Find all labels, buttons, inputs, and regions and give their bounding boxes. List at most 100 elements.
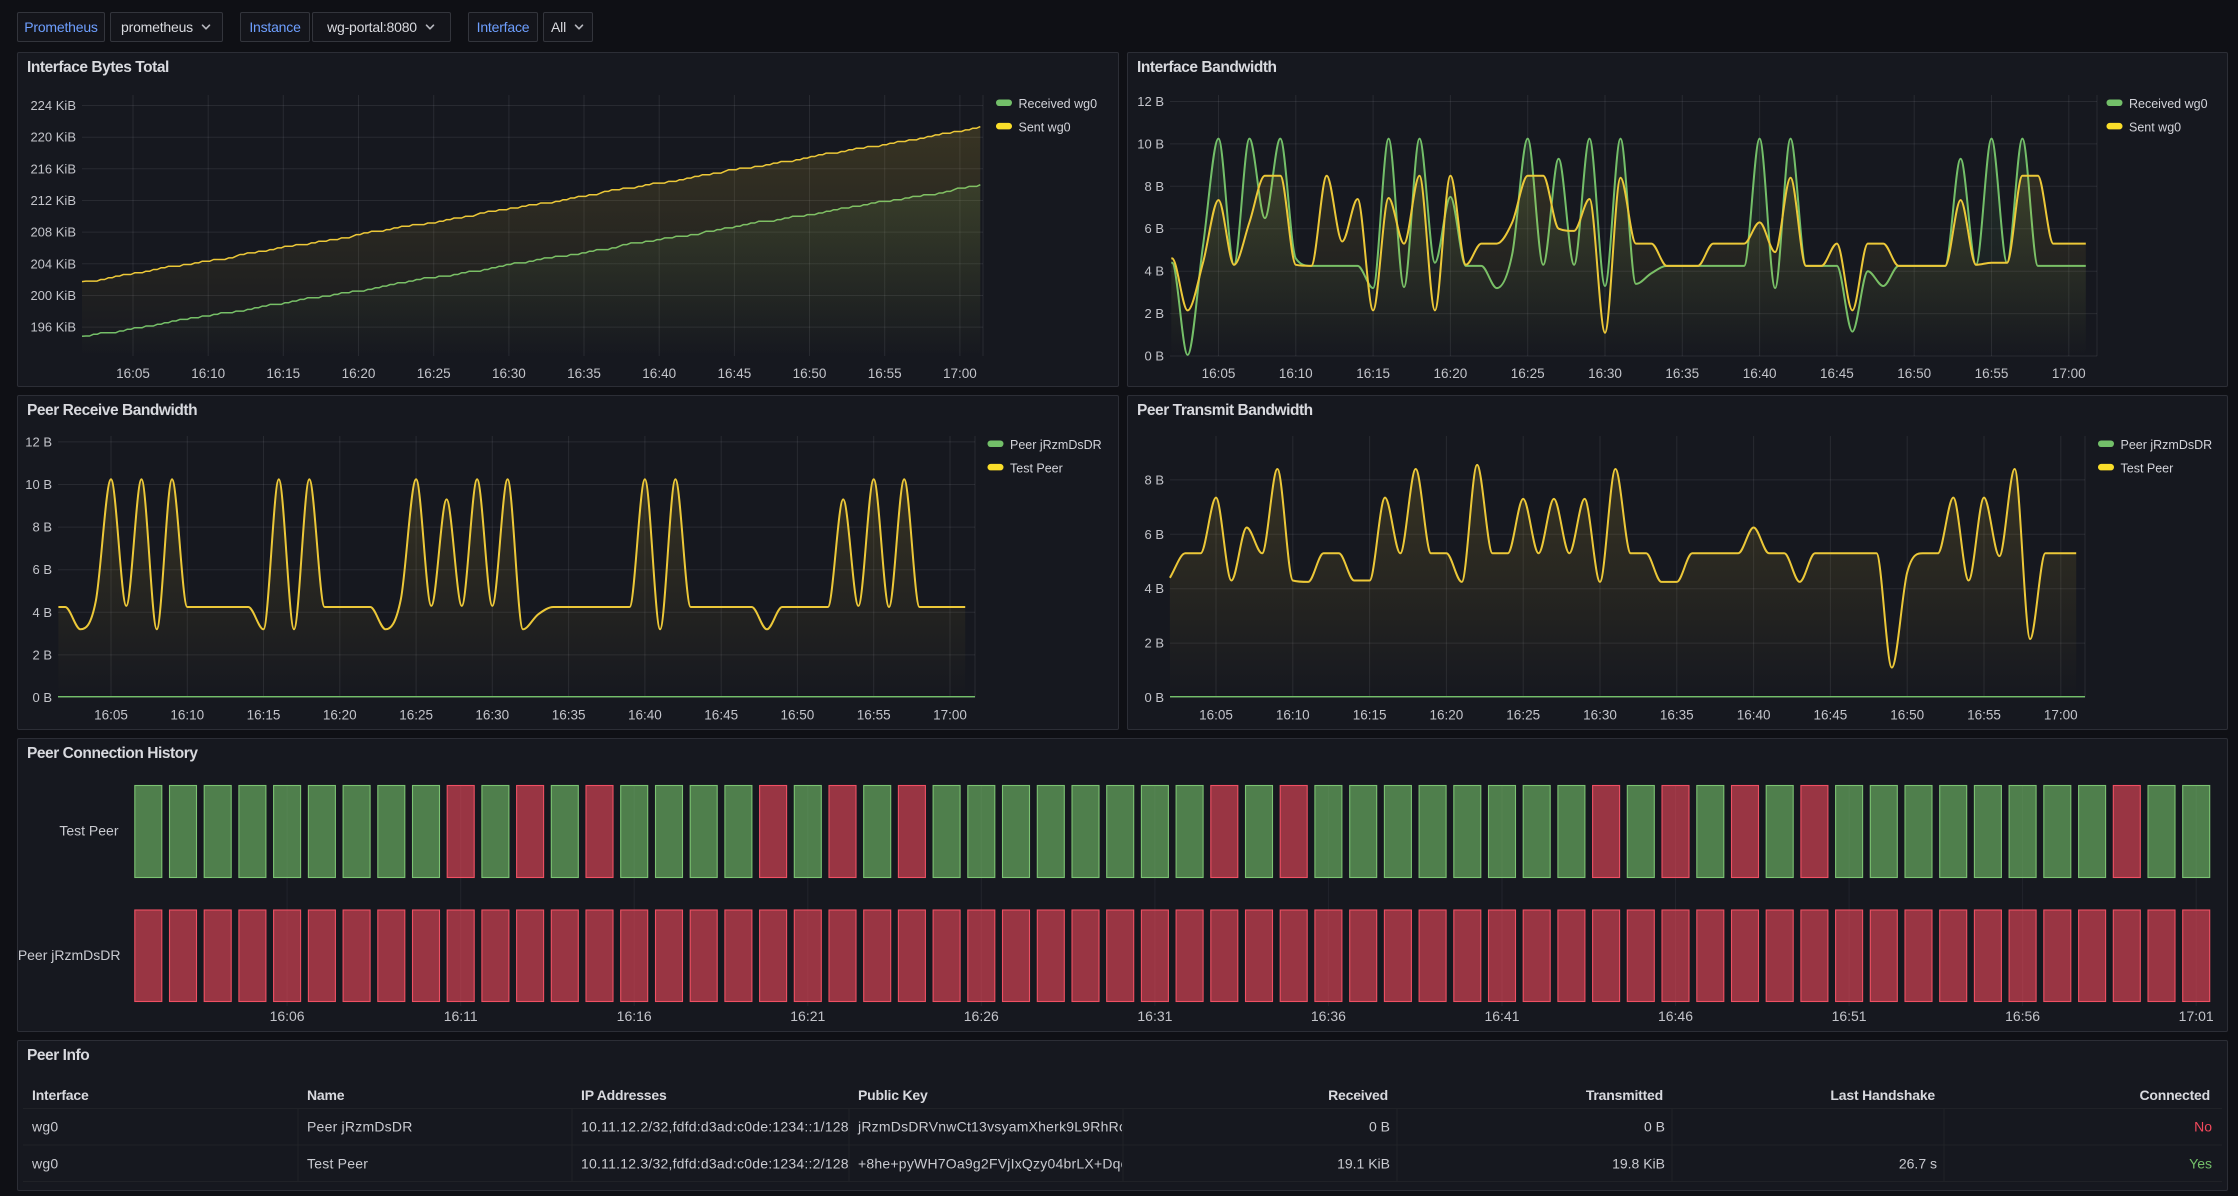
svg-text:Test Peer: Test Peer (307, 1156, 368, 1172)
svg-text:No: No (2194, 1119, 2212, 1135)
svg-text:Name: Name (307, 1087, 345, 1103)
svg-text:0 B: 0 B (1644, 1119, 1665, 1135)
svg-text:16:50: 16:50 (793, 366, 827, 381)
svg-text:16:40: 16:40 (1743, 366, 1777, 381)
svg-text:16:41: 16:41 (1484, 1008, 1519, 1024)
svg-text:16:45: 16:45 (704, 708, 738, 723)
svg-text:19.8 KiB: 19.8 KiB (1612, 1156, 1665, 1172)
svg-text:0 B: 0 B (1369, 1119, 1390, 1135)
svg-text:17:00: 17:00 (933, 708, 967, 723)
svg-text:16:55: 16:55 (857, 708, 891, 723)
svg-text:8 B: 8 B (32, 520, 52, 535)
svg-text:10 B: 10 B (1137, 136, 1164, 151)
svg-text:16:15: 16:15 (1353, 708, 1387, 723)
svg-text:16:15: 16:15 (266, 366, 300, 381)
svg-text:16:10: 16:10 (170, 708, 204, 723)
svg-text:16:20: 16:20 (1434, 366, 1468, 381)
svg-text:16:30: 16:30 (1583, 708, 1617, 723)
svg-text:16:45: 16:45 (718, 366, 752, 381)
svg-text:10 B: 10 B (25, 477, 52, 492)
svg-text:16:40: 16:40 (628, 708, 662, 723)
svg-text:16:10: 16:10 (1276, 708, 1310, 723)
svg-text:17:01: 17:01 (2179, 1008, 2214, 1024)
svg-text:Peer jRzmDsDR: Peer jRzmDsDR (1010, 438, 1102, 452)
svg-text:16:05: 16:05 (94, 708, 128, 723)
svg-text:16:15: 16:15 (247, 708, 281, 723)
svg-text:16:55: 16:55 (1967, 708, 2001, 723)
svg-text:16:05: 16:05 (1202, 366, 1236, 381)
svg-text:Received wg0: Received wg0 (1019, 97, 1098, 111)
svg-text:6 B: 6 B (1144, 527, 1164, 542)
svg-text:16:35: 16:35 (552, 708, 586, 723)
svg-text:16:25: 16:25 (1506, 708, 1540, 723)
svg-text:16:46: 16:46 (1658, 1008, 1693, 1024)
svg-text:16:20: 16:20 (323, 708, 357, 723)
svg-text:16:25: 16:25 (399, 708, 433, 723)
svg-text:16:30: 16:30 (492, 366, 526, 381)
svg-text:16:05: 16:05 (116, 366, 150, 381)
svg-text:4 B: 4 B (1144, 264, 1164, 279)
svg-text:17:00: 17:00 (2052, 366, 2086, 381)
svg-text:10.11.12.2/32,fdfd:d3ad:c0de:1: 10.11.12.2/32,fdfd:d3ad:c0de:1234::1/128 (581, 1119, 849, 1135)
svg-text:200 KiB: 200 KiB (30, 288, 76, 303)
svg-text:8 B: 8 B (1144, 179, 1164, 194)
svg-text:16:31: 16:31 (1137, 1008, 1172, 1024)
svg-text:204 KiB: 204 KiB (30, 256, 76, 271)
svg-text:16:30: 16:30 (1588, 366, 1622, 381)
svg-text:16:50: 16:50 (1890, 708, 1924, 723)
svg-text:26.7 s: 26.7 s (1899, 1156, 1937, 1172)
svg-text:0 B: 0 B (1144, 690, 1164, 705)
svg-text:Sent wg0: Sent wg0 (2129, 120, 2181, 134)
svg-text:16:15: 16:15 (1356, 366, 1390, 381)
svg-text:Public Key: Public Key (858, 1087, 928, 1103)
svg-text:Peer jRzmDsDR: Peer jRzmDsDR (307, 1119, 413, 1135)
svg-text:16:45: 16:45 (1814, 708, 1848, 723)
svg-text:196 KiB: 196 KiB (30, 320, 76, 335)
svg-text:16:25: 16:25 (1511, 366, 1545, 381)
svg-text:4 B: 4 B (1144, 581, 1164, 596)
svg-text:16:20: 16:20 (1430, 708, 1464, 723)
svg-text:Last Handshake: Last Handshake (1830, 1087, 1935, 1103)
svg-text:6 B: 6 B (1144, 221, 1164, 236)
svg-text:2 B: 2 B (1144, 636, 1164, 651)
svg-text:4 B: 4 B (32, 605, 52, 620)
svg-text:16:45: 16:45 (1820, 366, 1854, 381)
svg-text:Test Peer: Test Peer (1010, 461, 1063, 475)
svg-text:Received: Received (1328, 1087, 1388, 1103)
svg-text:224 KiB: 224 KiB (30, 98, 76, 113)
svg-text:16:35: 16:35 (1665, 366, 1699, 381)
svg-text:Connected: Connected (2139, 1087, 2210, 1103)
svg-text:Yes: Yes (2189, 1156, 2212, 1172)
svg-text:wg0: wg0 (31, 1156, 58, 1172)
svg-text:16:25: 16:25 (417, 366, 451, 381)
svg-text:6 B: 6 B (32, 562, 52, 577)
svg-text:wg0: wg0 (31, 1119, 58, 1135)
svg-text:16:35: 16:35 (567, 366, 601, 381)
svg-text:2 B: 2 B (1144, 306, 1164, 321)
svg-text:Test Peer: Test Peer (2121, 461, 2174, 475)
svg-text:12 B: 12 B (25, 434, 52, 449)
svg-text:8 B: 8 B (1144, 472, 1164, 487)
svg-text:16:16: 16:16 (617, 1008, 652, 1024)
svg-text:16:40: 16:40 (642, 366, 676, 381)
svg-text:16:06: 16:06 (270, 1008, 305, 1024)
svg-text:Peer jRzmDsDR: Peer jRzmDsDR (18, 947, 121, 963)
svg-text:+8he+pyWH7Oa9g2FVjIxQzy04brLX+: +8he+pyWH7Oa9g2FVjIxQzy04brLX+DqcW0rVaVq… (858, 1156, 1221, 1172)
svg-text:IP Addresses: IP Addresses (581, 1087, 667, 1103)
svg-text:17:00: 17:00 (2044, 708, 2078, 723)
svg-text:16:35: 16:35 (1660, 708, 1694, 723)
svg-text:16:05: 16:05 (1199, 708, 1233, 723)
svg-text:16:36: 16:36 (1311, 1008, 1346, 1024)
svg-text:17:00: 17:00 (943, 366, 977, 381)
svg-text:0 B: 0 B (32, 690, 52, 705)
svg-text:Received wg0: Received wg0 (2129, 97, 2208, 111)
svg-text:16:10: 16:10 (1279, 366, 1313, 381)
svg-text:0 B: 0 B (1144, 349, 1164, 364)
svg-text:12 B: 12 B (1137, 94, 1164, 109)
svg-text:16:50: 16:50 (781, 708, 815, 723)
svg-text:16:20: 16:20 (342, 366, 376, 381)
svg-text:212 KiB: 212 KiB (30, 193, 76, 208)
svg-text:Peer jRzmDsDR: Peer jRzmDsDR (2121, 438, 2213, 452)
svg-text:16:50: 16:50 (1897, 366, 1931, 381)
svg-text:16:30: 16:30 (475, 708, 509, 723)
